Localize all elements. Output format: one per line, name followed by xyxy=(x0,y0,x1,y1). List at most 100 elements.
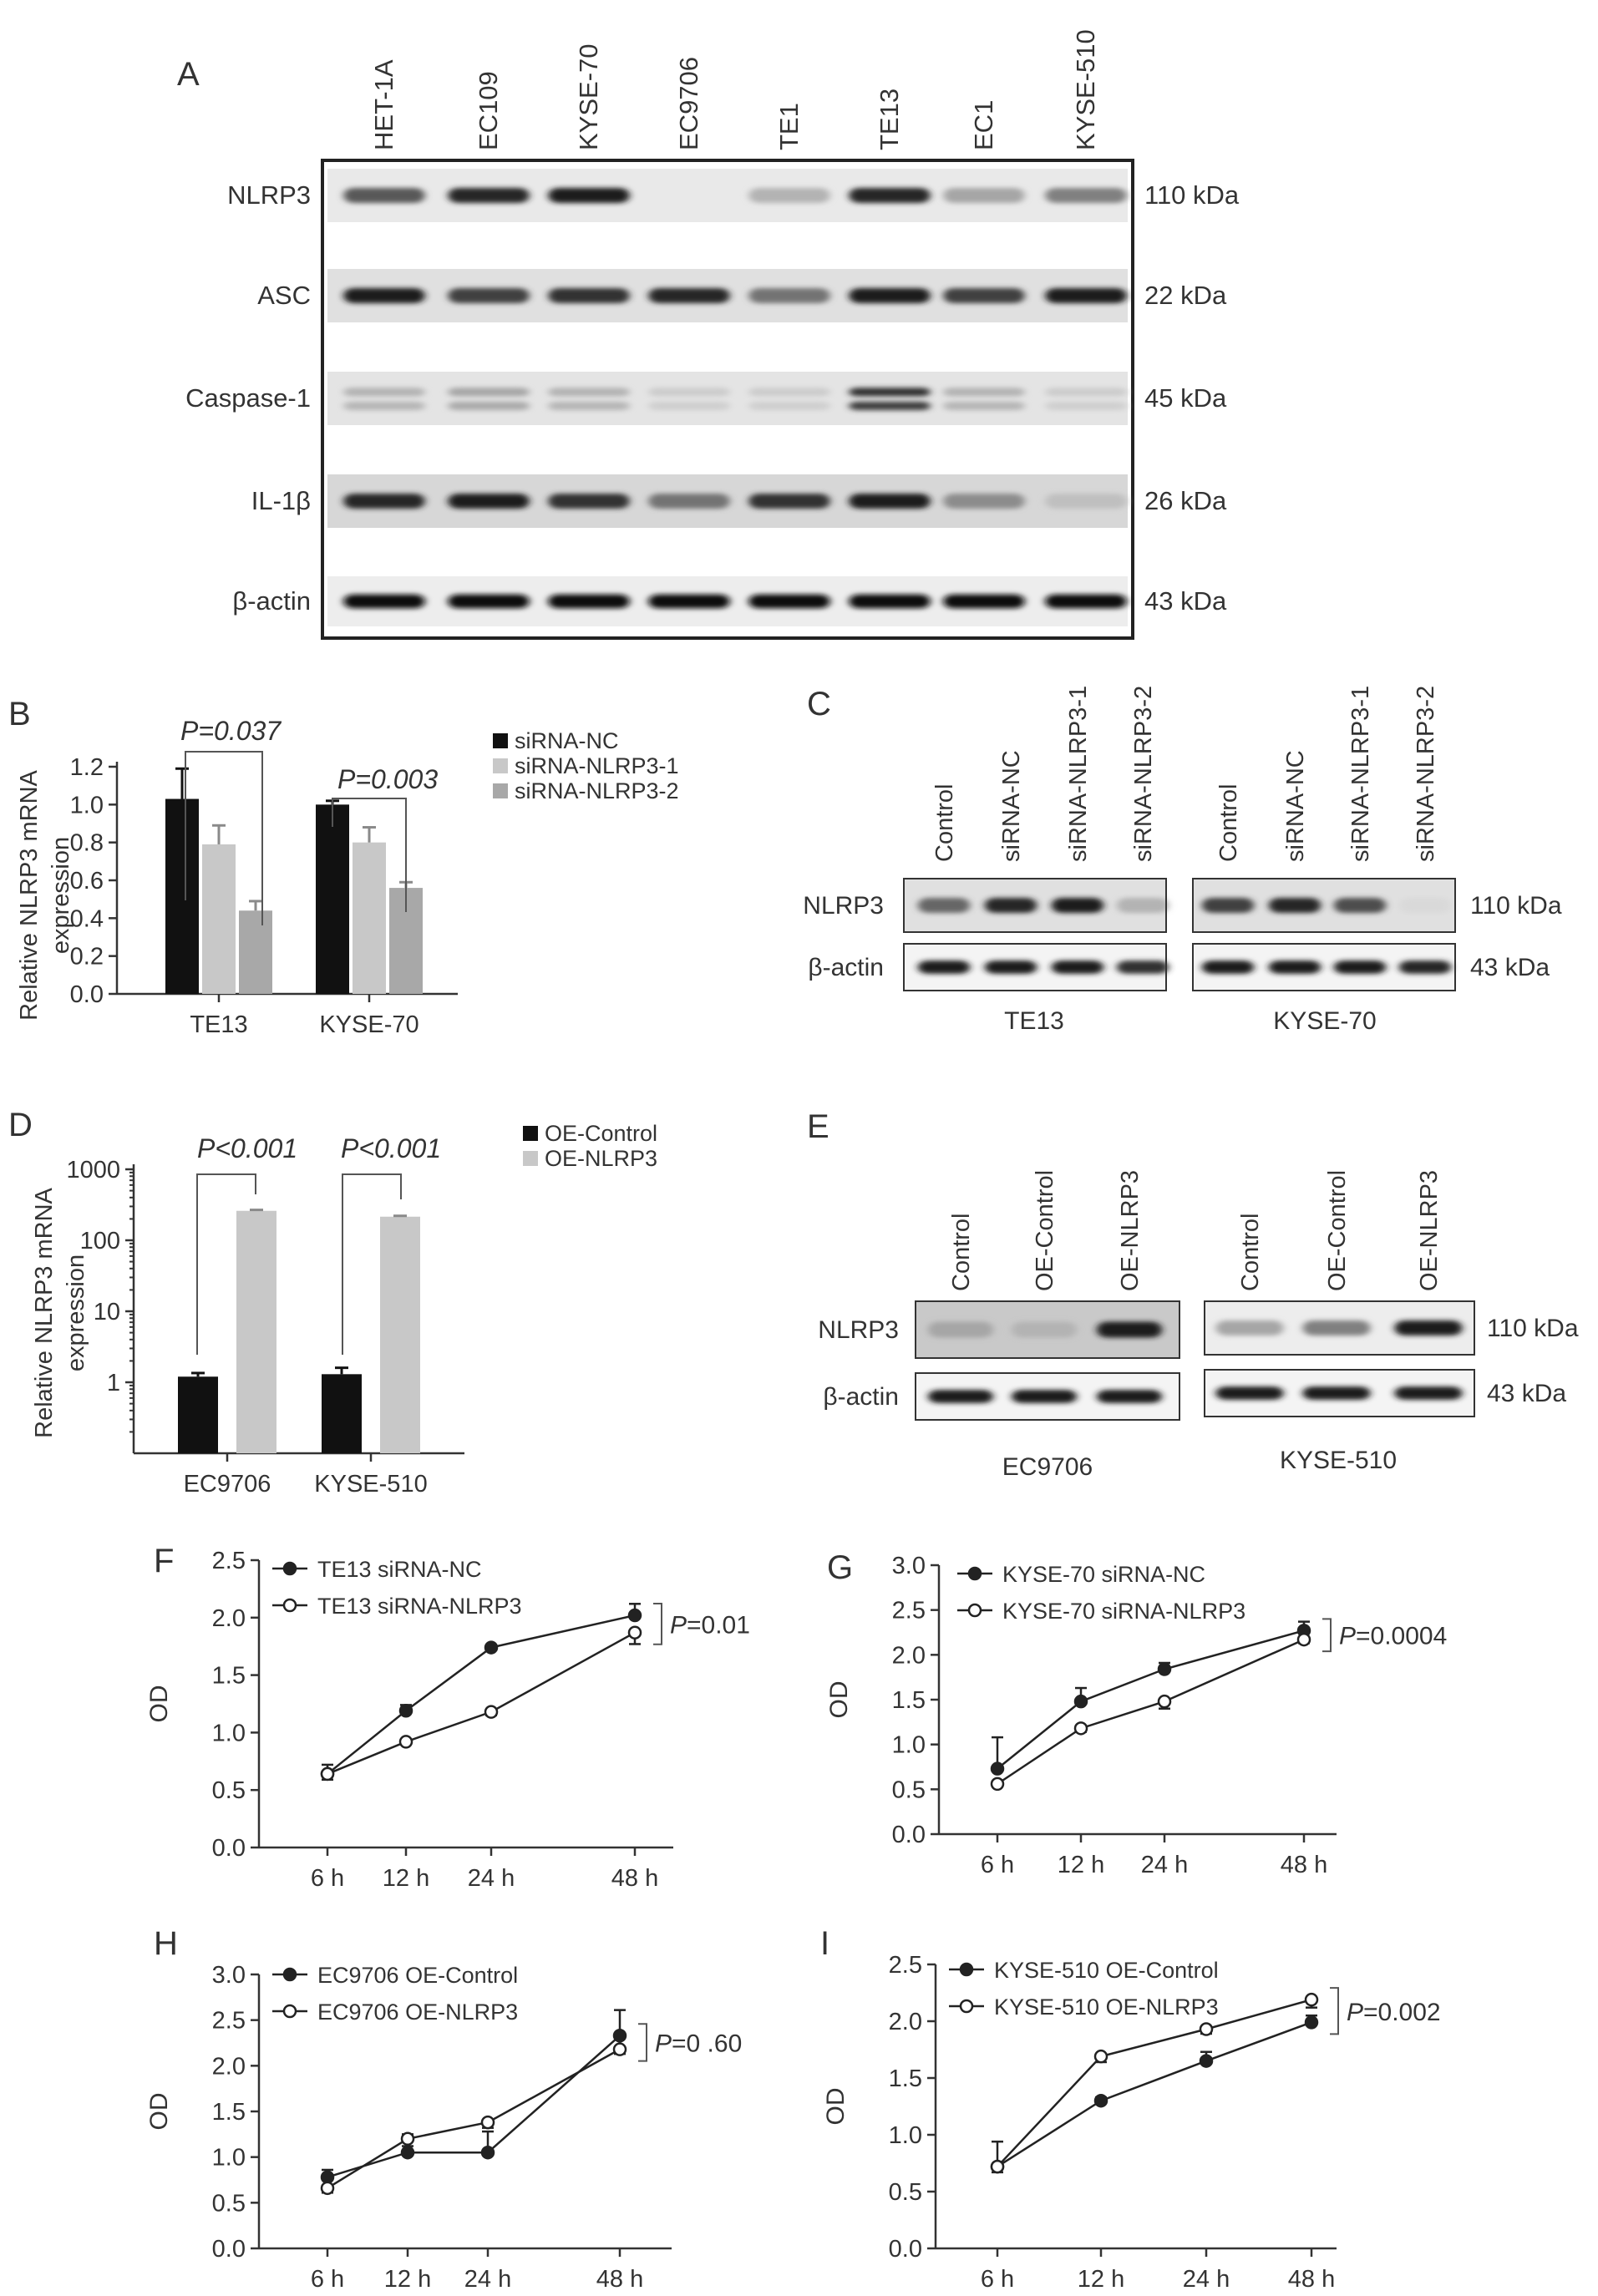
data-point xyxy=(990,1761,1005,1776)
y-tick-label: 0.0 xyxy=(889,2236,922,2263)
panel-a-lane-labels: HET-1A EC109 KYSE-70 EC9706 TE1 TE13 EC1 KYSE-5… xyxy=(369,29,1100,150)
panel-a-row-0-band xyxy=(343,188,425,203)
p-value-number: =0.0004 xyxy=(1356,1623,1447,1650)
data-point xyxy=(627,1608,642,1623)
panel-c-blots: Control Control siRNA-NC siRNA-NC siRNA-NLRP… xyxy=(803,686,1562,1035)
panel-h: H 0.0 0.5 1.0 1.5 2.0 2.5 3.0 OD 6 h 12 h 24 h 48 h… xyxy=(145,1925,742,2293)
panel-e-row-kda: 110 kDa xyxy=(1487,1315,1579,1342)
legend-label: OE-Control xyxy=(545,1121,657,1146)
data-point xyxy=(1296,1632,1311,1647)
panel-a-row-label: IL-1β xyxy=(251,486,311,515)
legend-label: KYSE-70 siRNA-NC xyxy=(1002,1562,1205,1587)
data-point xyxy=(480,2115,495,2130)
bar-oe-nlrp3 xyxy=(236,1210,276,1453)
panel-e-row-0-band xyxy=(1012,1321,1077,1338)
panel-a-row-kda: 43 kDa xyxy=(1144,586,1227,616)
panel-c-row-label: NLRP3 xyxy=(803,892,884,920)
panel-f: F 0.0 0.5 1.0 1.5 2.0 2.5 OD 6 h 12 h 24 h 48 h TE1… xyxy=(145,1543,750,1892)
panel-c-lane-label: siRNA-NLRP3-2 xyxy=(1413,686,1439,862)
panel-h-chart: 0.0 0.5 1.0 1.5 2.0 2.5 3.0 OD 6 h 12 h 24 h 48 h EC… xyxy=(145,1962,742,2293)
x-tick-label: 48 h xyxy=(1281,1852,1327,1878)
panel-g-chart: 0.0 0.5 1.0 1.5 2.0 2.5 3.0 OD 6 h 12 h 24 h 48 h KY… xyxy=(825,1553,1447,1878)
panel-c-row-1-band xyxy=(1051,960,1104,974)
p-value-italic: P xyxy=(1339,1623,1356,1650)
y-axis-label: OD xyxy=(145,2093,173,2131)
panel-a-lane-label: EC9706 xyxy=(674,57,703,150)
panel-e-row-0-band xyxy=(1097,1321,1162,1338)
panel-a-row-4-band xyxy=(849,594,931,609)
y-tick-label: 2.0 xyxy=(892,1642,926,1669)
legend-marker xyxy=(959,1962,974,1977)
panel-c-row-0-band xyxy=(1051,898,1104,913)
panel-e-row-1-band xyxy=(1097,1390,1162,1403)
panel-e-row-label: NLRP3 xyxy=(818,1316,899,1344)
y-tick-label: 1000 xyxy=(66,1157,120,1183)
legend-label: EC9706 OE-Control xyxy=(317,1963,518,1988)
y-tick-label: 1.2 xyxy=(70,754,104,781)
data-point xyxy=(1199,2054,1214,2068)
x-tick-label: 6 h xyxy=(981,1852,1014,1878)
panel-e-blots: Control Control OE-Control OE-Control OE-NLR… xyxy=(818,1170,1579,1481)
panel-a-row-1-band xyxy=(849,288,931,303)
panel-e-blot-frame xyxy=(1204,1369,1475,1417)
y-tick-label: 1.0 xyxy=(212,2145,246,2172)
legend-marker xyxy=(967,1603,982,1618)
panel-a-row-1-band xyxy=(448,288,530,303)
panel-e: E Control Control OE-Control OE-Control OE-N… xyxy=(807,1108,1579,1481)
legend-label: EC9706 OE-NLRP3 xyxy=(317,1999,518,2025)
panel-letter-h: H xyxy=(154,1925,178,1962)
panel-a-row-1-band xyxy=(1045,288,1127,303)
y-tick-label: 2.0 xyxy=(212,1605,246,1632)
bar-sirna-nc xyxy=(316,804,349,994)
panel-a-lane-label: EC1 xyxy=(969,100,998,150)
panel-d-chart: 1 10 100 1000 EC9706 KYSE-510 OE-ControlOE-NLR… xyxy=(66,1121,657,1498)
panel-c-row-1-band xyxy=(1268,960,1322,974)
data-point xyxy=(480,2145,495,2160)
significance-bracket xyxy=(1330,1987,1339,2035)
legend-swatch xyxy=(493,733,508,748)
panel-c-row-1-band xyxy=(984,960,1037,974)
panel-c-lane-label: siRNA-NLRP3-2 xyxy=(1130,686,1157,862)
panel-a-row-4-band xyxy=(448,594,530,609)
x-tick-label: 12 h xyxy=(1078,2266,1124,2293)
panel-e-row-kda: 43 kDa xyxy=(1487,1380,1566,1407)
panel-a-lane-label: EC109 xyxy=(474,71,503,150)
panel-c-row-0-band xyxy=(984,898,1037,913)
y-tick-label: 1.0 xyxy=(892,1732,926,1759)
data-point xyxy=(484,1705,499,1719)
panel-a-row-4-band xyxy=(748,594,830,609)
y-tick-label: 10 xyxy=(94,1299,120,1325)
legend-label: TE13 siRNA-NLRP3 xyxy=(317,1594,522,1619)
y-tick-label: 2.5 xyxy=(889,1952,922,1979)
bar-sirna-nc xyxy=(165,798,199,994)
legend-label: siRNA-NC xyxy=(515,728,619,753)
panel-a-row-2-band xyxy=(748,401,830,411)
panel-e-group-label: EC9706 xyxy=(1002,1453,1093,1481)
panel-a-lane-label: HET-1A xyxy=(369,59,398,150)
p-value-number: =0 .60 xyxy=(672,2030,742,2057)
x-tick-label: 48 h xyxy=(1288,2266,1335,2293)
panel-a-row-2-band xyxy=(1045,401,1127,411)
series-line xyxy=(997,1630,1305,1770)
panel-letter-f: F xyxy=(154,1543,174,1579)
bar-sirna-nlrp3-1 xyxy=(202,844,236,994)
panel-letter-g: G xyxy=(827,1549,853,1586)
x-tick-label: KYSE-70 xyxy=(319,1011,419,1038)
panel-c-row-kda: 43 kDa xyxy=(1470,954,1550,981)
panel-c-blot-frame xyxy=(1192,943,1456,991)
legend-marker xyxy=(282,2004,297,2019)
significance-bracket xyxy=(185,751,263,925)
panel-letter-i: I xyxy=(820,1925,829,1962)
panel-a-row-0-band xyxy=(849,188,931,203)
legend-marker xyxy=(959,1999,974,2014)
x-tick-label: 24 h xyxy=(464,2266,511,2293)
panel-c-row-kda: 110 kDa xyxy=(1470,892,1562,920)
panel-c-row-0-band xyxy=(1398,898,1452,913)
y-tick-label: 0.0 xyxy=(892,1822,926,1848)
panel-a-row-2-band xyxy=(943,401,1025,411)
legend-swatch xyxy=(523,1151,538,1166)
data-point xyxy=(1073,1694,1088,1709)
panel-c-row-1-band xyxy=(1116,960,1169,974)
panel-e-lane-label: OE-NLRP3 xyxy=(1117,1170,1144,1291)
panel-c-blot-frame xyxy=(1192,878,1456,933)
